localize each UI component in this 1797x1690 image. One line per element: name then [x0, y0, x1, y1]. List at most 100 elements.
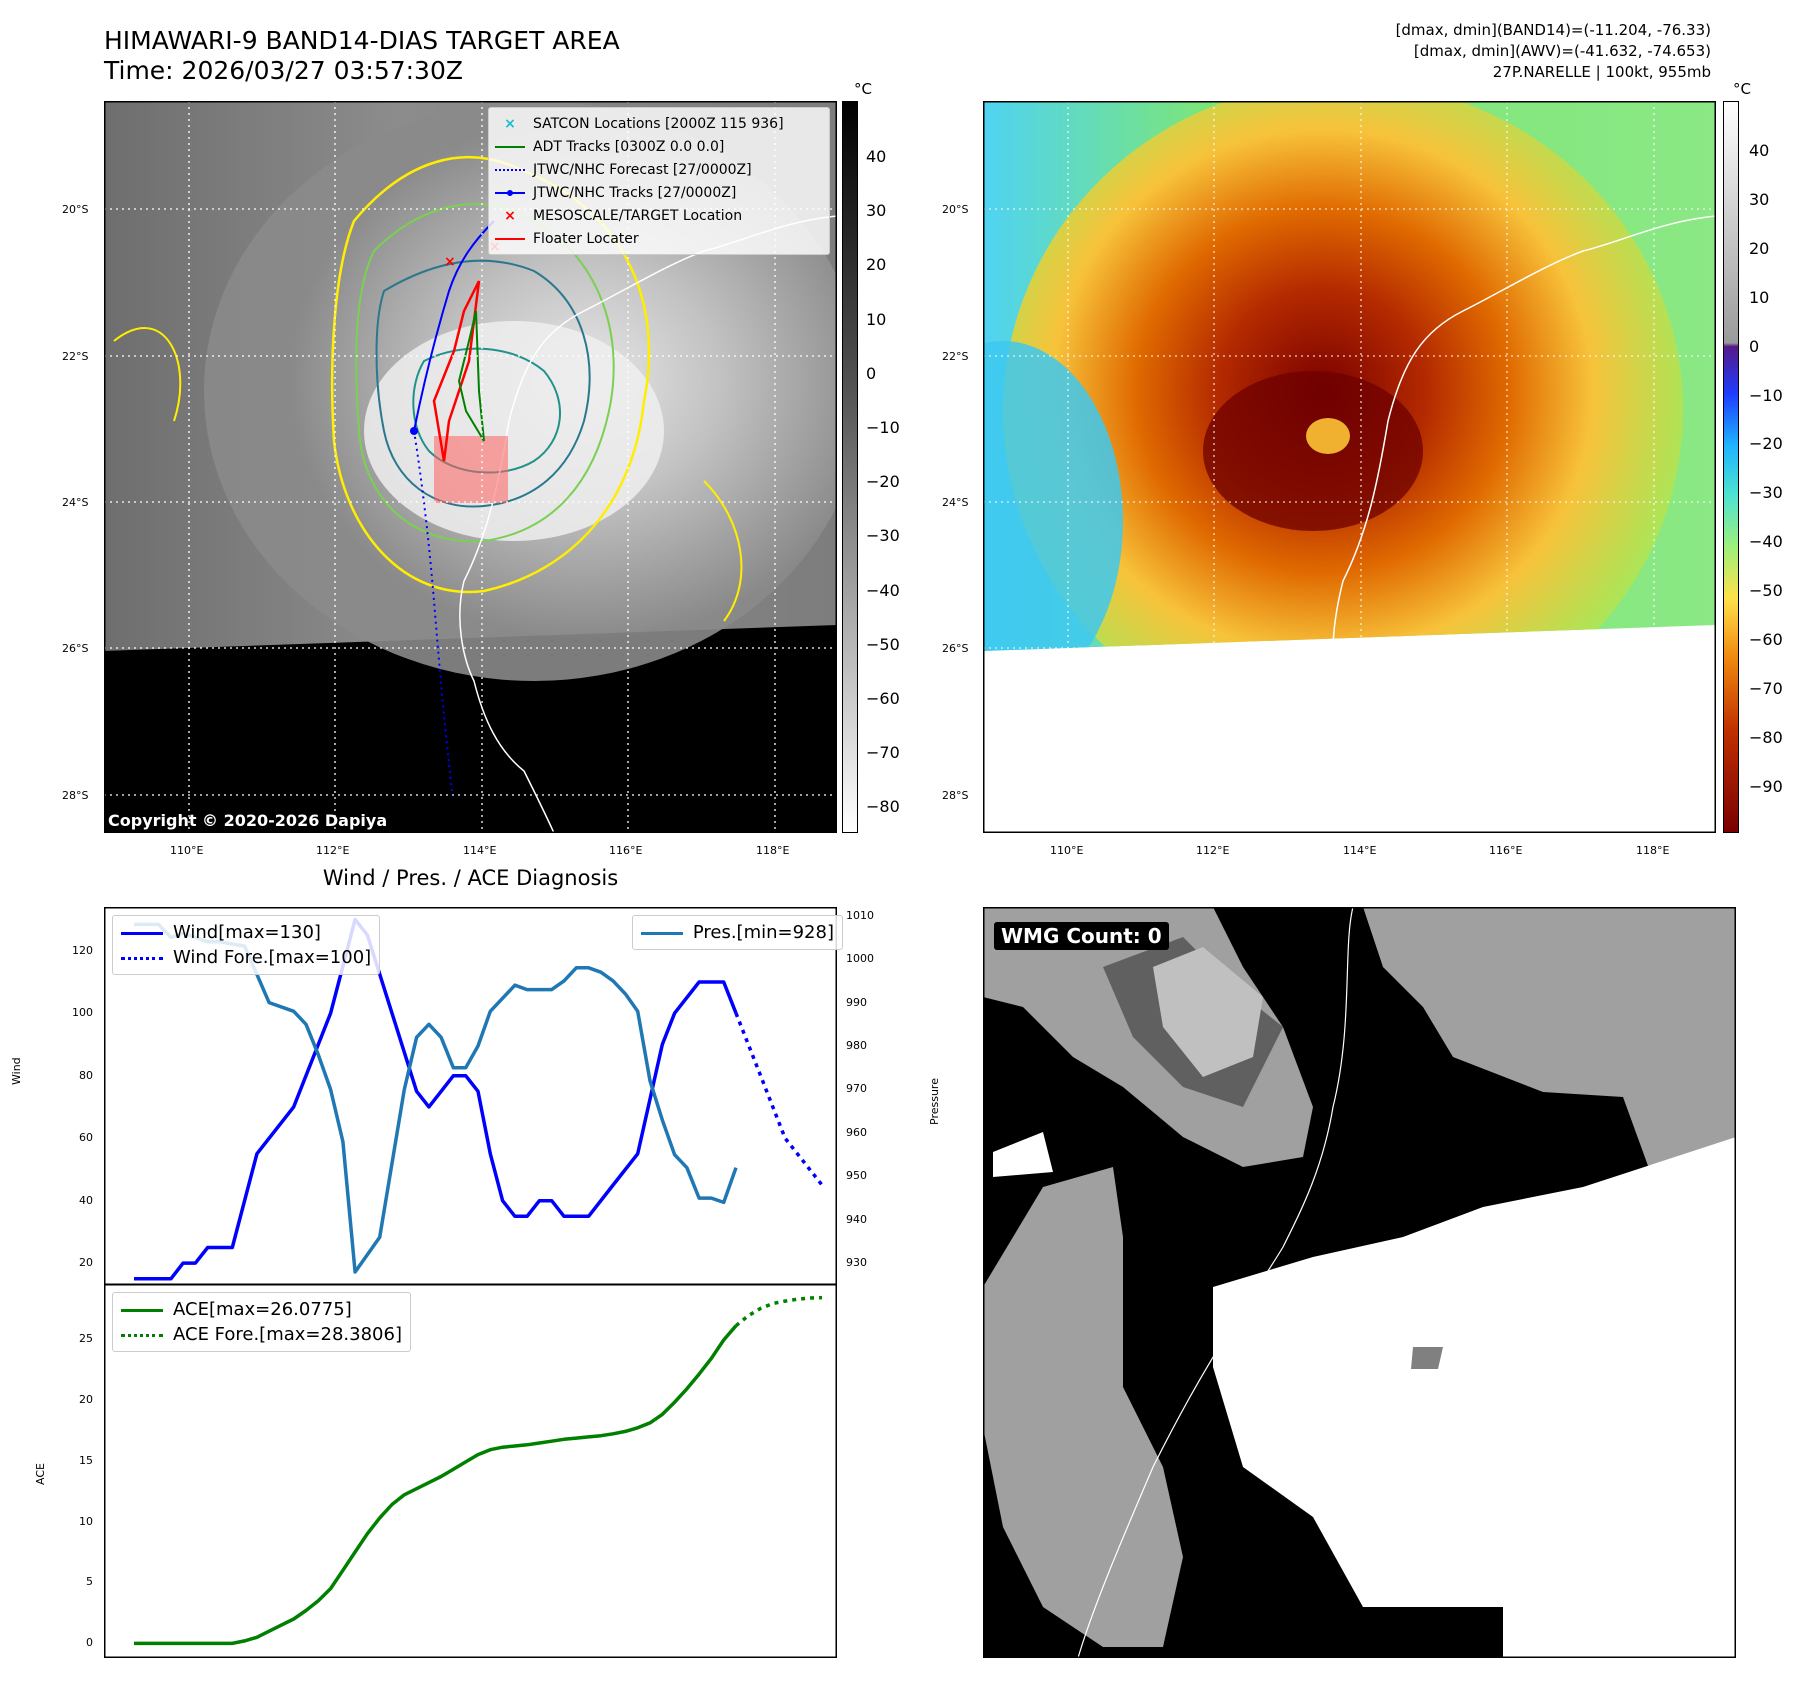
pressure-tick-label: 950 — [846, 1169, 867, 1183]
wmg-count-label: WMG Count: 0 — [994, 922, 1169, 950]
colorbar-tick-label: −10 — [1749, 385, 1783, 405]
colorbar-tick-label: 0 — [866, 363, 877, 383]
ace-tick-label: 10 — [79, 1514, 93, 1528]
colorbar-tick-label: 30 — [1749, 189, 1770, 209]
colorbar-tick-label: −10 — [866, 418, 900, 437]
legend-label: JTWC/NHC Forecast [27/0000Z] — [533, 162, 752, 178]
series-line — [734, 1012, 824, 1187]
map2-lat-label: 24°S — [942, 496, 969, 509]
ace-fore-legend-label: ACE Fore.[max=28.3806] — [173, 1324, 402, 1345]
series-line — [134, 917, 738, 1281]
map1-lat-label: 28°S — [62, 789, 89, 802]
legend-swatch — [495, 169, 525, 171]
colorbar-tick-label: −80 — [1749, 727, 1783, 747]
map1-lon-label: 112°E — [316, 844, 350, 857]
legend-entry: Floater Locater — [495, 229, 639, 249]
wind-tick-label: 20 — [79, 1256, 93, 1270]
wind-tick-label: 60 — [79, 1131, 93, 1145]
colorbar-tick-label: −70 — [1749, 678, 1783, 698]
info-band14-range: [dmax, dmin](BAND14)=(-11.204, -76.33) — [1395, 21, 1711, 39]
legend-entry: JTWC/NHC Forecast [27/0000Z] — [495, 160, 752, 180]
colorbar-tick-label: 0 — [1749, 336, 1760, 356]
pressure-tick-label: 970 — [846, 1082, 867, 1096]
map1-lat-label: 26°S — [62, 642, 89, 655]
series-line — [734, 1295, 823, 1328]
ace-fore-legend-swatch — [121, 1333, 163, 1337]
colorbar-tick-label: −40 — [866, 580, 900, 600]
info-storm: 27P.NARELLE | 100kt, 955mb — [1492, 63, 1711, 81]
pressure-tick-label: 980 — [846, 1039, 867, 1053]
colorbar-gray — [842, 101, 858, 833]
colorbar-tick-label: 20 — [866, 255, 887, 275]
pressure-tick-label: 960 — [846, 1125, 867, 1139]
ace-tick-label: 0 — [86, 1636, 93, 1650]
legend-swatch — [495, 238, 525, 240]
colorbar-tick-label: −70 — [866, 743, 900, 763]
legend-swatch — [495, 146, 525, 148]
colorbar-tick-label: 10 — [1749, 287, 1770, 307]
series-line — [134, 1324, 738, 1646]
pressure-axis-label: Pressure — [928, 1078, 941, 1125]
pressure-tick-label: 1010 — [846, 908, 874, 922]
ace-tick-label: 15 — [79, 1453, 93, 1467]
map2-lat-label: 22°S — [942, 350, 969, 363]
wind-axis-label: Wind — [10, 1057, 23, 1085]
colorbar-tick-label: −80 — [866, 797, 900, 817]
pressure-tick-label: 930 — [846, 1256, 867, 1270]
copyright-label: Copyright © 2020-2026 Dapiya — [108, 811, 388, 830]
ace-legend: ACE[max=26.0775] ACE Fore.[max=28.3806] — [112, 1292, 411, 1352]
legend-label: MESOSCALE/TARGET Location — [533, 208, 743, 224]
colorbar-tick-label: −20 — [866, 472, 900, 492]
svg-text:×: × — [444, 254, 456, 270]
colorbar-tick-label: −50 — [1749, 581, 1783, 601]
colorbar-tick-label: −50 — [866, 634, 900, 654]
colorbar-tick-label: 20 — [1749, 238, 1770, 258]
colorbar-tick-label: −40 — [1749, 532, 1783, 552]
ace-tick-label: 25 — [79, 1331, 93, 1345]
colorbar-tick-label: 30 — [866, 201, 887, 221]
map2-lat-label: 20°S — [942, 203, 969, 216]
legend-entry: ADT Tracks [0300Z 0.0 0.0] — [495, 137, 724, 157]
awv-map — [983, 101, 1716, 833]
colorbar-tick-label: 40 — [866, 147, 887, 166]
diagnosis-title: Wind / Pres. / ACE Diagnosis — [322, 866, 619, 890]
wind-legend-label: Wind[max=130] — [173, 922, 321, 943]
legend-swatch: × — [504, 116, 516, 132]
wind-tick-label: 100 — [72, 1006, 93, 1020]
pressure-legend-swatch — [640, 931, 683, 935]
colorbar2-unit: °C — [1733, 80, 1751, 98]
colorbar-tick-label: 40 — [1749, 141, 1770, 160]
colorbar1-unit: °C — [854, 80, 872, 98]
ace-tick-label: 20 — [79, 1392, 93, 1406]
ace-plot — [104, 1284, 837, 1658]
pressure-tick-label: 1000 — [846, 952, 874, 966]
map1-lat-label: 20°S — [62, 203, 89, 216]
map2-lon-label: 114°E — [1343, 844, 1377, 857]
wind-tick-label: 80 — [79, 1068, 93, 1082]
colorbar-color — [1723, 101, 1739, 833]
wind-legend-swatch — [121, 931, 163, 935]
legend-label: ADT Tracks [0300Z 0.0 0.0] — [533, 139, 725, 155]
colorbar-tick-label: −20 — [1749, 434, 1783, 454]
colorbar-tick-label: 10 — [866, 309, 887, 329]
map2-lat-label: 26°S — [942, 642, 969, 655]
map2-lon-label: 116°E — [1489, 844, 1523, 857]
wind-tick-label: 120 — [72, 943, 93, 957]
pressure-tick-label: 940 — [846, 1212, 867, 1226]
pressure-legend-label: Pres.[min=928] — [692, 922, 834, 943]
map2-lon-label: 110°E — [1050, 844, 1084, 857]
wind-legend: Wind[max=130] Wind Fore.[max=100] — [112, 915, 381, 975]
wind-fore-legend-swatch — [121, 956, 163, 960]
map1-lon-label: 118°E — [756, 844, 790, 857]
figure-time: Time: 2026/03/27 03:57:30Z — [104, 56, 463, 85]
ace-legend-swatch — [121, 1308, 163, 1312]
legend-swatch: × — [504, 208, 516, 224]
map2-lon-label: 118°E — [1636, 844, 1670, 857]
map2-lon-label: 112°E — [1196, 844, 1230, 857]
map1-lon-label: 114°E — [463, 844, 497, 857]
map1-lat-label: 22°S — [62, 350, 89, 363]
colorbar-tick-label: −60 — [866, 689, 900, 708]
info-awv-range: [dmax, dmin](AWV)=(-41.632, -74.653) — [1413, 42, 1711, 60]
wmg-map — [983, 907, 1736, 1658]
legend-label: SATCON Locations [2000Z 115 936] — [533, 116, 784, 132]
